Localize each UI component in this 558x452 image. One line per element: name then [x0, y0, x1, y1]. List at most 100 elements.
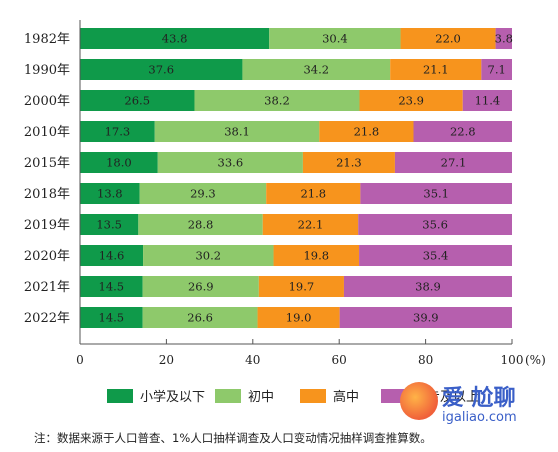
- data-label: 30.4: [322, 32, 348, 46]
- bar-segment: [481, 59, 512, 80]
- x-unit-label: (%): [525, 353, 546, 367]
- bar-segment: [343, 276, 512, 297]
- data-label: 19.7: [289, 280, 315, 294]
- x-tick-label: 80: [418, 353, 433, 367]
- bar-segment: [80, 307, 143, 328]
- data-label: 22.8: [450, 125, 476, 139]
- bar-segment: [258, 276, 344, 297]
- bar-segment: [302, 152, 395, 173]
- data-label: 28.8: [188, 218, 214, 232]
- category-label: 1990年: [24, 63, 70, 78]
- data-label: 34.2: [303, 63, 329, 77]
- bar-segment: [360, 183, 512, 204]
- bar-segment: [80, 28, 270, 49]
- data-label: 30.2: [195, 249, 221, 263]
- bar-segment: [80, 59, 243, 80]
- bar-segment: [339, 307, 512, 328]
- data-label: 3.8: [495, 32, 513, 46]
- data-label: 26.5: [124, 94, 150, 108]
- bar-segment: [495, 28, 512, 49]
- data-label: 39.9: [413, 311, 439, 325]
- data-label: 19.0: [286, 311, 312, 325]
- category-label: 2019年: [24, 218, 70, 233]
- data-label: 17.3: [105, 125, 131, 139]
- watermark-logo-icon: [400, 382, 438, 420]
- data-label: 14.6: [99, 249, 125, 263]
- bar-segment: [80, 245, 144, 266]
- bar-segment: [194, 90, 360, 111]
- legend-label: 初中: [248, 390, 274, 405]
- bar-segment: [80, 90, 195, 111]
- category-label: 2020年: [24, 249, 70, 264]
- bar-segment: [462, 90, 512, 111]
- data-label: 18.0: [106, 156, 132, 170]
- bar-segment: [359, 90, 463, 111]
- bar-segment: [80, 121, 155, 142]
- bar-segment: [139, 183, 267, 204]
- bar-segment: [157, 152, 303, 173]
- x-tick-label: 60: [332, 353, 347, 367]
- data-label: 21.8: [300, 187, 326, 201]
- x-tick-label: 0: [76, 353, 84, 367]
- bar-segment: [390, 59, 482, 80]
- data-label: 38.9: [415, 280, 441, 294]
- data-label: 35.4: [423, 249, 449, 263]
- data-label: 19.8: [303, 249, 329, 263]
- data-label: 21.1: [423, 63, 449, 77]
- data-label: 22.1: [298, 218, 324, 232]
- category-label: 2018年: [24, 187, 70, 202]
- data-label: 33.6: [218, 156, 244, 170]
- data-label: 26.9: [188, 280, 214, 294]
- bar-segment: [154, 121, 320, 142]
- bar-segment: [80, 152, 158, 173]
- bar-segment: [273, 245, 360, 266]
- x-tick-label: 100: [501, 353, 524, 367]
- category-label: 1982年: [24, 32, 70, 47]
- data-label: 27.1: [441, 156, 467, 170]
- bar-segment: [266, 183, 361, 204]
- data-label: 14.5: [99, 311, 125, 325]
- category-label: 2021年: [24, 280, 70, 295]
- bar-segment: [400, 28, 496, 49]
- data-label: 14.5: [99, 280, 125, 294]
- bar-segment: [80, 183, 140, 204]
- data-label: 23.9: [398, 94, 424, 108]
- legend-swatch: [215, 389, 241, 403]
- bar-segment: [142, 307, 258, 328]
- category-label: 2022年: [24, 311, 70, 326]
- bar-segment: [359, 245, 512, 266]
- data-label: 43.8: [162, 32, 188, 46]
- category-label: 2010年: [24, 125, 70, 140]
- watermark-title: 爱 尬聊: [442, 386, 516, 411]
- legend-swatch: [107, 389, 133, 403]
- data-label: 35.1: [423, 187, 449, 201]
- data-label: 21.3: [336, 156, 362, 170]
- legend-label: 小学及以下: [140, 389, 205, 405]
- bar-segment: [413, 121, 512, 142]
- watermark: 爱 尬聊 igaliao.com: [400, 380, 550, 428]
- data-label: 13.8: [97, 187, 123, 201]
- data-label: 7.1: [488, 63, 506, 77]
- bar-segment: [319, 121, 414, 142]
- bar-segment: [242, 59, 391, 80]
- category-label: 2000年: [24, 94, 70, 109]
- bar-segment: [358, 214, 512, 235]
- data-label: 22.0: [435, 32, 461, 46]
- bar-segment: [80, 214, 139, 235]
- data-label: 29.3: [190, 187, 216, 201]
- data-label: 38.1: [224, 125, 250, 139]
- bar-segment: [142, 276, 259, 297]
- data-label: 38.2: [264, 94, 290, 108]
- x-tick-label: 20: [159, 353, 174, 367]
- legend-label: 高中: [333, 389, 359, 405]
- bar-segment: [80, 276, 143, 297]
- data-label: 37.6: [148, 63, 174, 77]
- data-label: 35.6: [422, 218, 448, 232]
- bar-segment: [138, 214, 263, 235]
- source-note: 注：数据来源于人口普查、1%人口抽样调查及人口变动情况抽样调查推算数。: [34, 431, 432, 445]
- data-label: 11.4: [475, 94, 501, 108]
- bar-segment: [394, 152, 512, 173]
- x-tick-label: 40: [245, 353, 260, 367]
- bar-segment: [262, 214, 359, 235]
